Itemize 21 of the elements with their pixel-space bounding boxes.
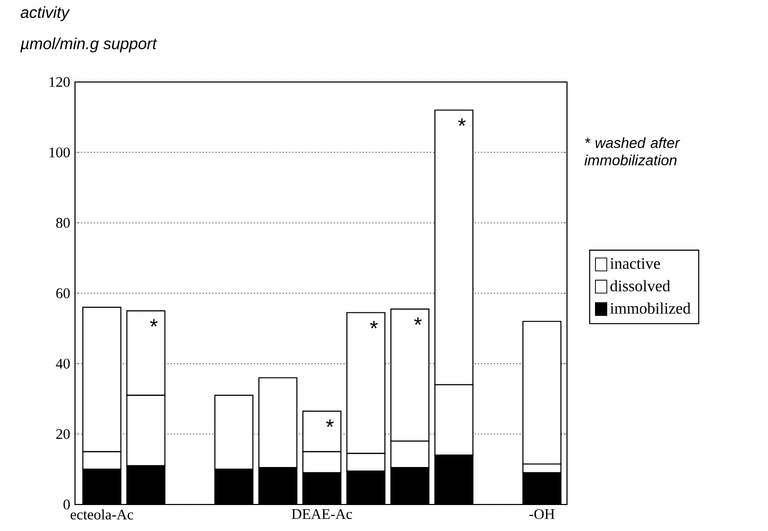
- y-tick-label: 0: [64, 500, 70, 510]
- y-tick-label: 100: [50, 147, 70, 158]
- x-tick-label: DEAE-Ac: [292, 509, 352, 520]
- chart-title: activity: [20, 6, 70, 22]
- y-tick-label: 60: [56, 288, 70, 298]
- x-tick-label: ecteola-Ac: [70, 509, 134, 520]
- legend-label: inactive: [610, 258, 660, 269]
- y-tick-label: 40: [56, 358, 70, 369]
- y-axis-title: µmol/min.g support: [20, 37, 158, 52]
- data-label: *: [150, 319, 158, 327]
- legend-label: immobilized: [610, 302, 691, 314]
- y-tick-label: 20: [56, 429, 70, 440]
- data-label: *: [370, 320, 378, 328]
- x-tick-label: -OH: [529, 509, 555, 520]
- y-tick-label: 120: [50, 77, 70, 87]
- y-tick-label: 80: [56, 218, 70, 228]
- legend-label: dissolved: [610, 280, 670, 292]
- data-label: *: [326, 419, 334, 427]
- data-label: *: [414, 317, 422, 325]
- data-label: *: [458, 118, 466, 126]
- text: * washed after immobilization: [584, 137, 680, 166]
